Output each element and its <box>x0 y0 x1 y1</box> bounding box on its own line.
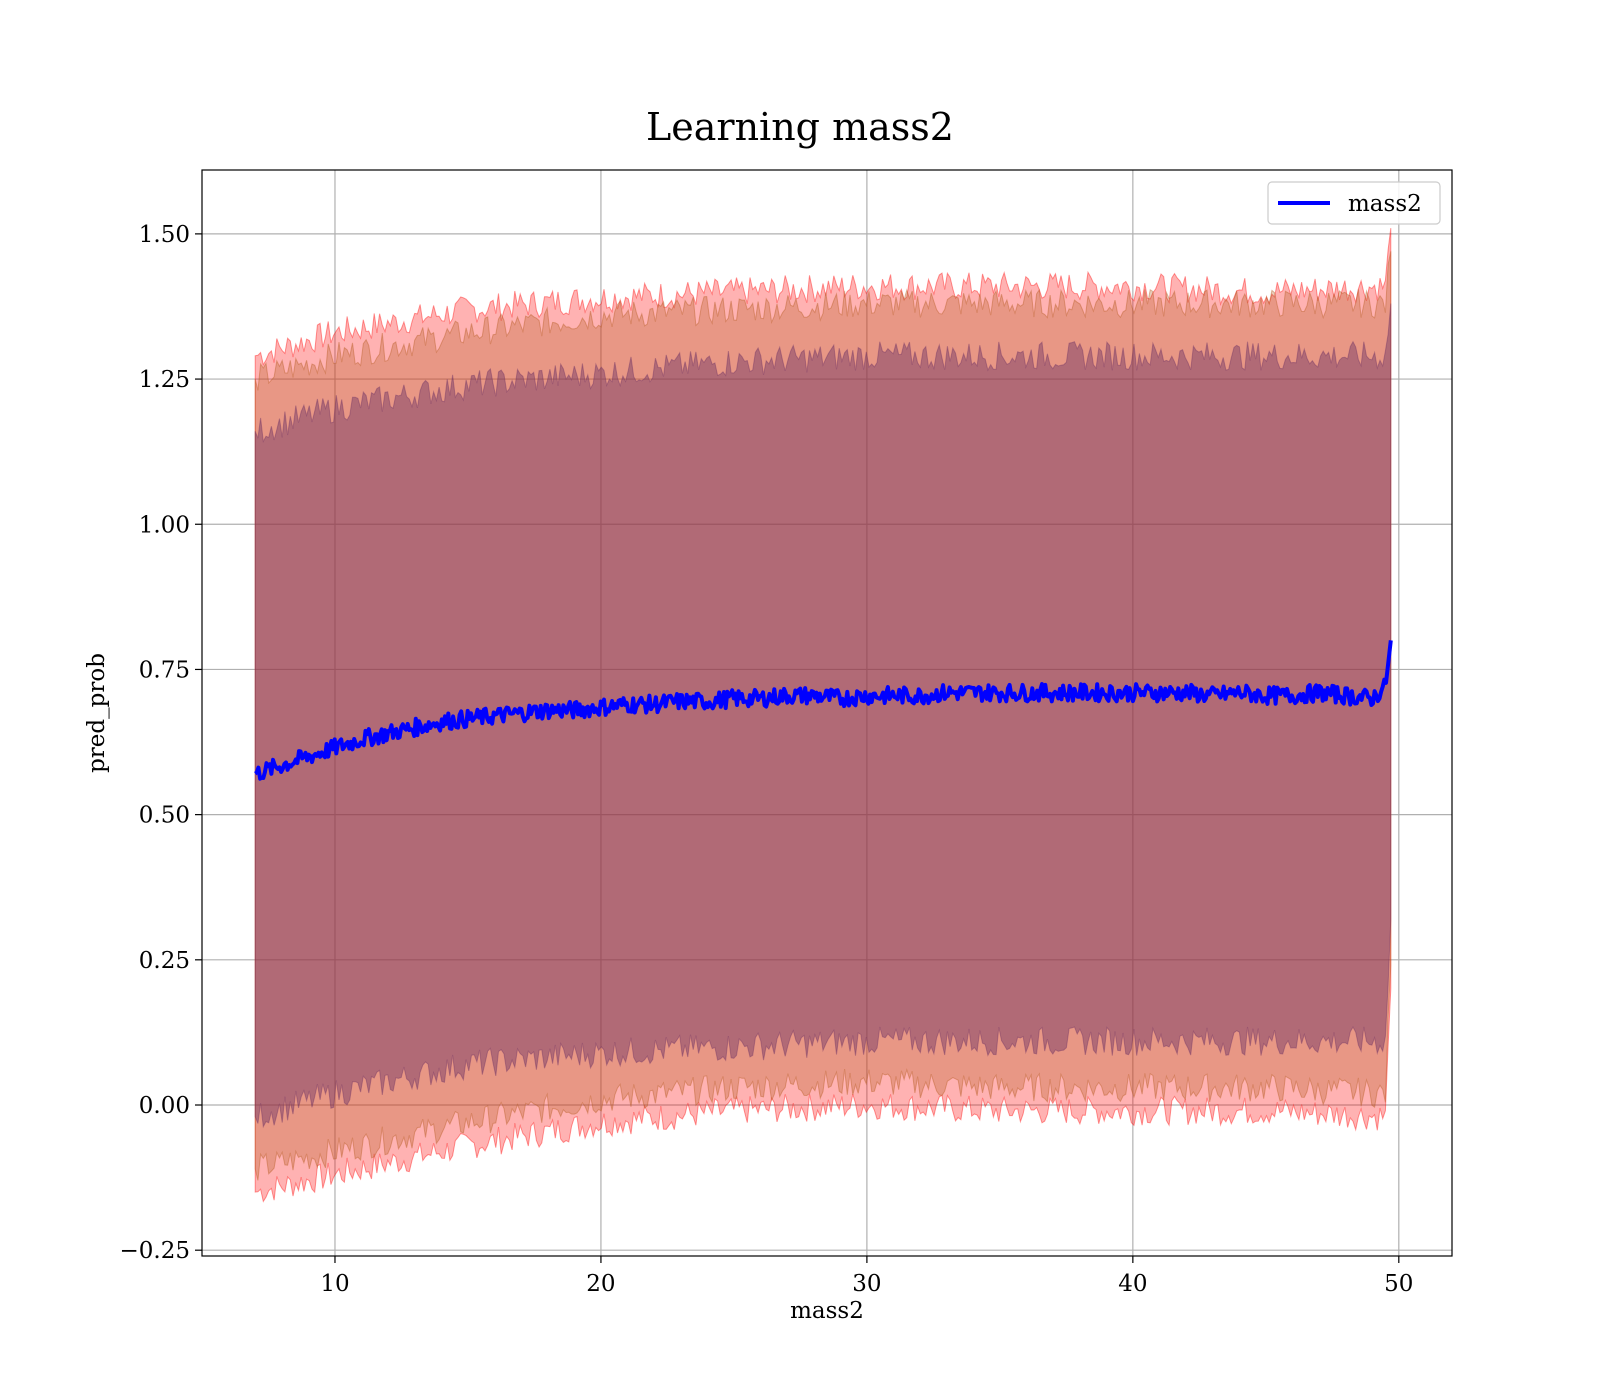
confidence-band-2 <box>254 251 1392 1181</box>
series-lines <box>254 640 1393 781</box>
chart-title: Learning mass2 <box>646 105 954 149</box>
y-tick-label: 1.25 <box>139 367 190 393</box>
grid <box>202 170 1452 1256</box>
plot-frame <box>201 169 1453 1257</box>
x-tick-label: 50 <box>1384 1271 1413 1297</box>
x-tick-label: 20 <box>586 1271 615 1297</box>
legend-label-mass2: mass2 <box>1348 191 1422 217</box>
y-tick-label: 0.25 <box>139 948 190 974</box>
confidence-band-3 <box>254 303 1392 1129</box>
y-tick-label: 0.50 <box>139 803 190 829</box>
y-axis-ticks: −0.25 0.00 0.25 0.50 0.75 1.00 1.25 1.50 <box>120 222 202 1264</box>
x-axis-label: mass2 <box>790 1298 864 1324</box>
x-tick-label: 10 <box>320 1271 349 1297</box>
legend: mass2 <box>1267 181 1441 225</box>
y-tick-label: 1.00 <box>139 512 190 538</box>
x-tick-label: 30 <box>852 1271 881 1297</box>
y-axis-label: pred_prob <box>84 653 110 773</box>
confidence-bands <box>254 228 1392 1203</box>
x-tick-label: 40 <box>1118 1271 1147 1297</box>
y-tick-label: −0.25 <box>120 1238 190 1264</box>
confidence-band-1 <box>254 228 1392 1203</box>
legend-box <box>1267 181 1441 225</box>
series-line-mass2 <box>254 640 1393 781</box>
y-tick-label: 1.50 <box>139 222 190 248</box>
x-axis-ticks: 10 20 30 40 50 <box>320 1256 1413 1297</box>
y-tick-label: 0.75 <box>139 657 190 683</box>
y-tick-label: 0.00 <box>139 1093 190 1119</box>
